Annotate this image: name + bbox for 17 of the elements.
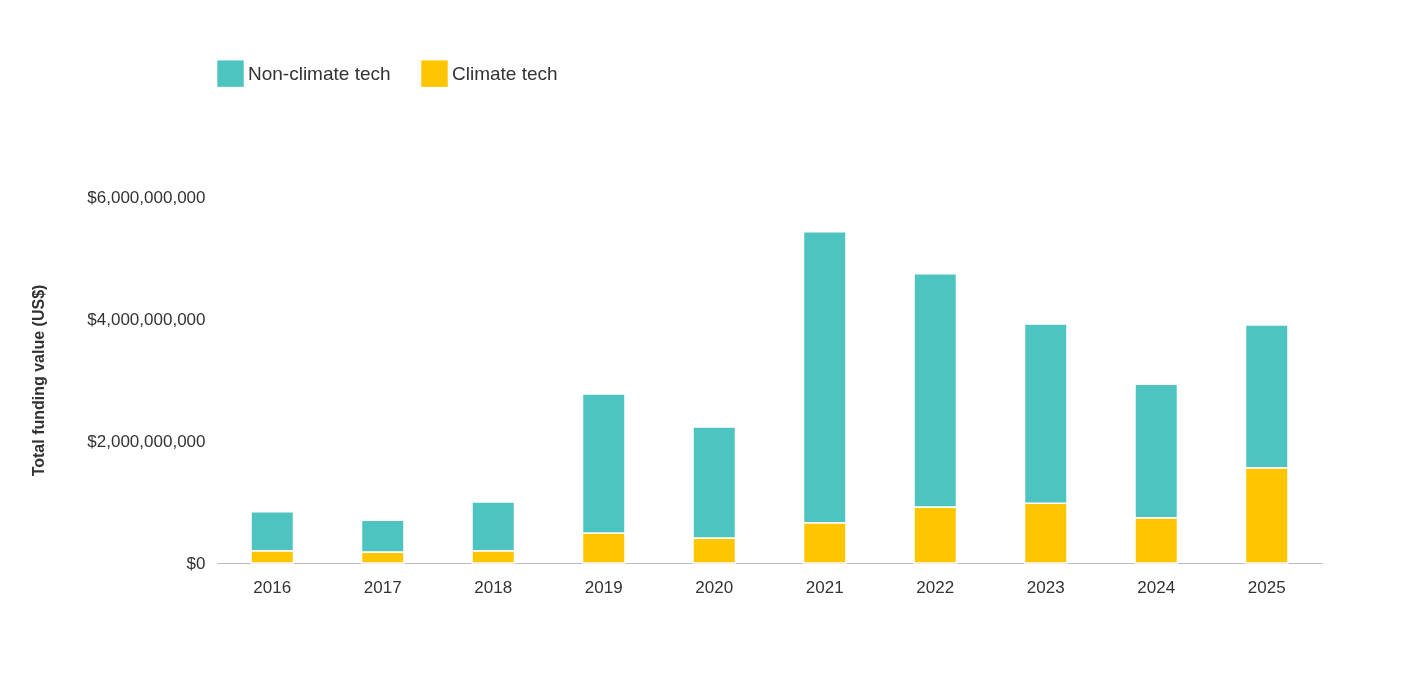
- x-tick-label: 2019: [584, 577, 623, 597]
- y-tick-label: $2,000,000,000: [87, 431, 206, 451]
- x-tick-label: 2021: [805, 577, 844, 597]
- x-tick-label: 2025: [1247, 577, 1286, 597]
- legend-label: Climate tech: [452, 62, 558, 84]
- y-tick-label: $4,000,000,000: [87, 309, 206, 329]
- x-tick-label: 2018: [474, 577, 513, 597]
- x-tick-label: 2022: [916, 577, 955, 597]
- x-tick-label: 2024: [1137, 577, 1176, 597]
- x-tick-label: 2016: [253, 577, 292, 597]
- y-tick-label: $6,000,000,000: [87, 187, 206, 207]
- x-tick-label: 2023: [1026, 577, 1065, 597]
- x-tick-label: 2020: [695, 577, 734, 597]
- x-tick-label: 2017: [363, 577, 402, 597]
- y-tick-label: $0: [186, 553, 206, 573]
- y-axis-title: Total funding value (US$): [30, 284, 48, 477]
- legend-label: Non-climate tech: [248, 62, 391, 84]
